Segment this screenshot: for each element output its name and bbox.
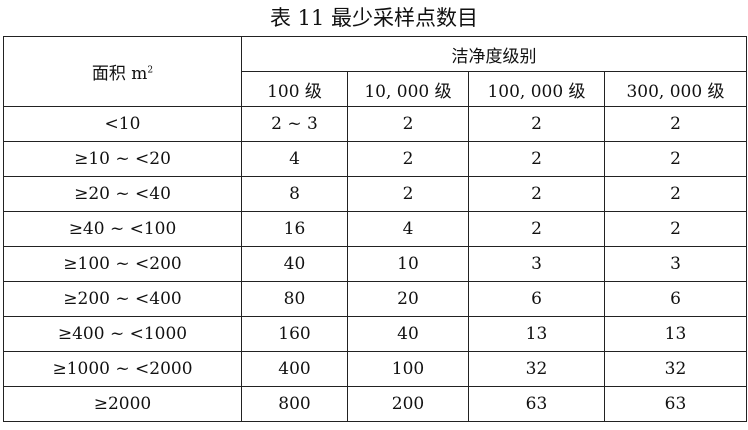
class-group-header: 洁净度级别: [241, 36, 747, 72]
value-cell: 160: [241, 316, 348, 352]
value-cell: 2: [347, 106, 469, 142]
value-cell: 40: [241, 246, 348, 282]
value-cell: 80: [241, 281, 348, 317]
table-row: ≥10 ~ <20 4 2 2 2: [3, 141, 747, 177]
value-cell: 16: [241, 211, 348, 247]
value-cell: 800: [241, 386, 348, 422]
area-cell: ≥100 ~ <200: [3, 246, 242, 282]
value-cell: 32: [604, 351, 747, 387]
value-cell: 6: [468, 281, 605, 317]
class-header: 100 级: [241, 71, 348, 107]
value-cell: 63: [468, 386, 605, 422]
value-cell: 63: [604, 386, 747, 422]
table-title: 表 11 最少采样点数目: [269, 6, 479, 30]
value-cell: 2: [468, 176, 605, 212]
table-row: ≥2000 800 200 63 63: [3, 386, 747, 422]
value-cell: 100: [347, 351, 469, 387]
value-cell: 13: [468, 316, 605, 352]
area-cell: ≥10 ~ <20: [3, 141, 242, 177]
value-cell: 2: [468, 141, 605, 177]
area-cell: <10: [3, 106, 242, 142]
table-row: ≥1000 ~ <2000 400 100 32 32: [3, 351, 747, 387]
value-cell: 2: [468, 211, 605, 247]
header-row: 面积 m2 洁净度级别: [3, 36, 747, 107]
area-cell: ≥20 ~ <40: [3, 176, 242, 212]
area-unit-sup: 2: [147, 65, 154, 76]
value-cell: 8: [241, 176, 348, 212]
value-cell: 2: [347, 176, 469, 212]
value-cell: 20: [347, 281, 469, 317]
value-cell: 2: [604, 211, 747, 247]
value-cell: 10: [347, 246, 469, 282]
area-cell: ≥200 ~ <400: [3, 281, 242, 317]
area-cell: ≥40 ~ <100: [3, 211, 242, 247]
area-header: 面积 m2: [3, 36, 242, 107]
table-row: ≥200 ~ <400 80 20 6 6: [3, 281, 747, 317]
area-header-text: 面积 m: [91, 64, 148, 84]
value-cell: 2: [468, 106, 605, 142]
class-header: 300, 000 级: [604, 71, 747, 107]
value-cell: 2: [347, 141, 469, 177]
table-row: ≥400 ~ <1000 160 40 13 13: [3, 316, 747, 352]
value-cell: 40: [347, 316, 469, 352]
sampling-points-table: 面积 m2 洁净度级别 100 级 10, 000 级 100, 000 级 3…: [3, 36, 747, 422]
area-cell: ≥400 ~ <1000: [3, 316, 242, 352]
value-cell: 3: [604, 246, 747, 282]
value-cell: 2: [604, 176, 747, 212]
value-cell: 200: [347, 386, 469, 422]
value-cell: 4: [241, 141, 348, 177]
value-cell: 400: [241, 351, 348, 387]
value-cell: 2: [604, 106, 747, 142]
value-cell: 3: [468, 246, 605, 282]
class-header: 100, 000 级: [468, 71, 605, 107]
value-cell: 6: [604, 281, 747, 317]
table-row: ≥40 ~ <100 16 4 2 2: [3, 211, 747, 247]
area-cell: ≥1000 ~ <2000: [3, 351, 242, 387]
value-cell: 2: [604, 141, 747, 177]
table-row: ≥100 ~ <200 40 10 3 3: [3, 246, 747, 282]
class-header: 10, 000 级: [347, 71, 469, 107]
value-cell: 13: [604, 316, 747, 352]
table-row: ≥20 ~ <40 8 2 2 2: [3, 176, 747, 212]
value-cell: 2 ~ 3: [241, 106, 348, 142]
area-cell: ≥2000: [3, 386, 242, 422]
value-cell: 32: [468, 351, 605, 387]
class-header-row: 100 级 10, 000 级 100, 000 级 300, 000 级: [4, 71, 747, 107]
value-cell: 4: [347, 211, 469, 247]
